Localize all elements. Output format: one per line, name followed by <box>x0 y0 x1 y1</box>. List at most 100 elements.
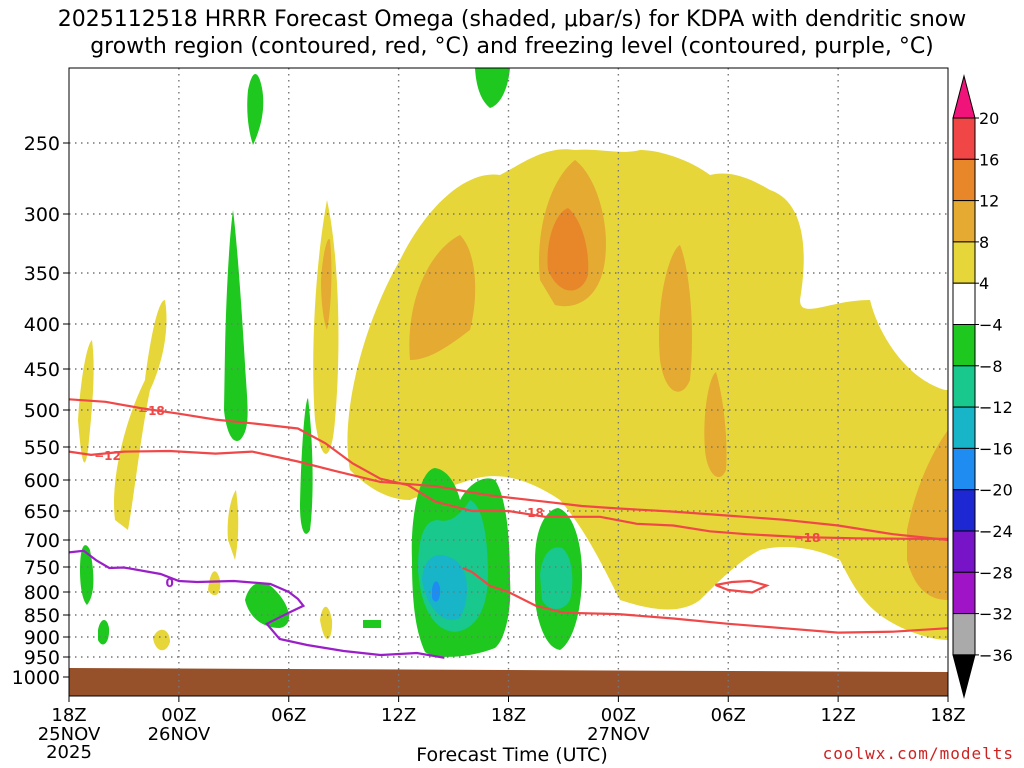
x-axis-title: Forecast Time (UTC) <box>416 744 608 766</box>
ytick-label-600: 600 <box>24 470 60 492</box>
shade-region-neg4-j <box>363 620 381 628</box>
contour-freezing_0 <box>69 549 445 659</box>
colorbar-label-0: 20 <box>979 109 999 128</box>
ytick-label-950: 950 <box>24 647 60 669</box>
colorbar-label-2: 12 <box>979 192 999 211</box>
colorbar-swatch-6 <box>952 324 976 367</box>
colorbar-top-arrow <box>952 74 976 119</box>
colorbar-swatch-13 <box>952 613 976 656</box>
contour-dgz_-12 <box>69 449 948 542</box>
ytick-label-500: 500 <box>24 400 60 422</box>
colorbar-swatch-11 <box>952 530 976 573</box>
colorbar-label-8: −16 <box>979 439 1013 458</box>
shade-region-neg4-c <box>224 210 248 441</box>
colorbar-label-6: −8 <box>979 357 1003 376</box>
xtick-label-12: 06Z <box>271 705 306 726</box>
colorbar-swatch-5 <box>952 282 976 326</box>
shade-region-12 <box>547 208 589 291</box>
ytick-label-700: 700 <box>24 530 60 552</box>
temperature-contours: −18 −12 −18 −18 0 <box>69 398 948 659</box>
shade-region-4-col2 <box>313 200 339 454</box>
colorbar-swatch-3 <box>952 200 976 243</box>
shade-region-8f <box>321 239 332 330</box>
colorbar-label-11: −28 <box>979 563 1013 582</box>
colorbar-label-3: 8 <box>979 233 989 252</box>
xtick-label-6: 00Z <box>161 705 196 726</box>
xtick-label-30: 00Z <box>601 705 636 726</box>
xtick-date-0: 25NOV <box>38 724 101 745</box>
colorbar-swatch-7 <box>952 365 976 408</box>
contour-label-dgz_-18: −18 <box>517 506 544 520</box>
shade-region-8 <box>409 235 476 360</box>
colorbar-swatch-12 <box>952 571 976 615</box>
shade-region-4-small2 <box>320 606 333 639</box>
ytick-label-350: 350 <box>24 263 60 285</box>
shade-region-neg4-e <box>475 68 510 108</box>
ytick-label-400: 400 <box>24 314 60 336</box>
colorbar-swatch-10 <box>952 489 976 532</box>
colorbar-swatch-4 <box>952 241 976 284</box>
ytick-label-450: 450 <box>24 359 60 381</box>
xtick-label-0: 18Z <box>51 705 86 726</box>
shade-region-neg4-h <box>245 582 290 628</box>
xtick-label-42: 12Z <box>821 705 856 726</box>
xtick-label-24: 18Z <box>491 705 526 726</box>
colorbar-label-9: −20 <box>979 481 1013 500</box>
ytick-label-250: 250 <box>24 133 60 155</box>
ytick-label-300: 300 <box>24 204 60 226</box>
xtick-label-18: 12Z <box>381 705 416 726</box>
shade-region-neg4-i <box>98 619 110 645</box>
shade-region-neg12 <box>422 555 467 620</box>
colorbar-swatch-8 <box>952 406 976 449</box>
ytick-label-1000: 1000 <box>12 667 60 689</box>
colorbar-label-1: 16 <box>979 150 999 169</box>
chart-title-line-1: 2025112518 HRRR Forecast Omega (shaded, … <box>57 7 967 32</box>
shade-region-neg4-d <box>247 73 264 145</box>
shade-region-4-small1 <box>227 490 239 560</box>
shade-region-4-small4 <box>208 571 221 596</box>
plot-gridlines <box>69 68 948 696</box>
xtick-label-36: 06Z <box>711 705 746 726</box>
ytick-label-750: 750 <box>24 557 60 579</box>
colorbar-label-12: −32 <box>979 605 1013 624</box>
colorbar-bottom-arrow <box>952 654 976 699</box>
colorbar-label-7: −12 <box>979 398 1013 417</box>
ytick-label-800: 800 <box>24 582 60 604</box>
contour-dgz_-18 <box>69 398 948 540</box>
contour-label-freezing_0: 0 <box>166 576 174 590</box>
shade-region-8e <box>907 430 948 600</box>
colorbar-swatch-9 <box>952 447 976 491</box>
ground-below-surface <box>69 668 948 696</box>
shade-region-4-left <box>114 300 167 530</box>
website-credit[interactable]: coolwx.com/modelts <box>822 744 1014 763</box>
ytick-label-900: 900 <box>24 627 60 649</box>
contour-label-dgz_-18: −18 <box>794 531 821 545</box>
xtick-date-30: 27NOV <box>587 724 650 745</box>
contour-dgz_cell <box>715 579 770 594</box>
shade-region-8c <box>659 245 692 392</box>
contour-dgz_lower <box>462 566 948 634</box>
colorbar-swatch-1 <box>952 117 976 160</box>
contour-label-dgz_-18: −18 <box>138 404 165 418</box>
shade-region-neg8-b <box>540 547 573 609</box>
shade-region-8d <box>704 372 727 478</box>
shade-region-4-upper <box>347 149 948 641</box>
colorbar-label-13: −36 <box>979 646 1013 665</box>
colorbar-swatch-2 <box>952 158 976 202</box>
chart-title-line-2: growth region (contoured, red, °C) and f… <box>90 34 934 59</box>
xtick-year-0: 2025 <box>46 742 92 763</box>
colorbar-label-5: −4 <box>979 316 1003 335</box>
colorbar-label-10: −24 <box>979 522 1013 541</box>
shade-region-neg4-f <box>300 398 313 534</box>
contour-label-dgz_-12: −12 <box>94 449 121 463</box>
omega-colorbar: 20 16 12 8 4 −4 −8 −12 −16 −20 −24 −28 −32 −36 <box>952 74 1013 699</box>
xtick-label-48: 18Z <box>930 705 965 726</box>
xtick-date-6: 26NOV <box>148 724 211 745</box>
colorbar-label-4: 4 <box>979 274 989 293</box>
ytick-label-850: 850 <box>24 605 60 627</box>
shade-region-neg4-g <box>80 545 94 605</box>
ytick-label-650: 650 <box>24 501 60 523</box>
ytick-label-550: 550 <box>24 437 60 459</box>
